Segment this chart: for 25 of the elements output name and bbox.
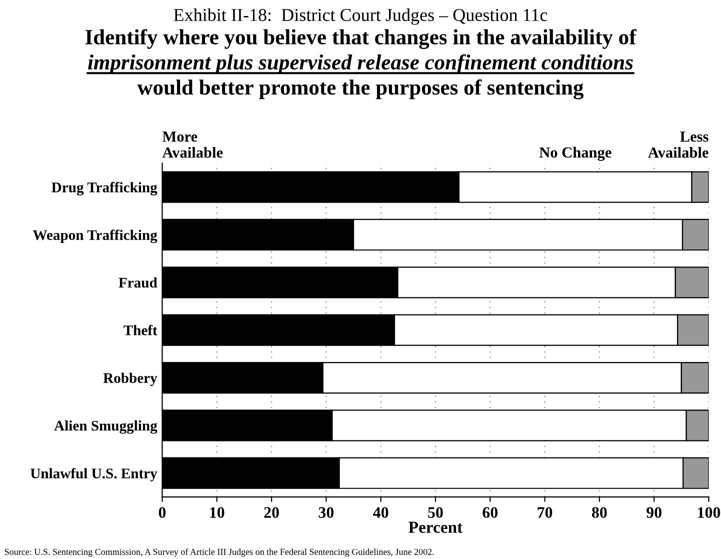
- x-tick-label: 70: [538, 507, 552, 518]
- y-tick-label: Robbery: [103, 372, 158, 386]
- y-tick-label: Weapon Trafficking: [32, 230, 158, 244]
- x-axis-title: Percent: [408, 522, 463, 533]
- x-tick-label: 90: [646, 507, 662, 518]
- series-label: Less Available: [648, 132, 708, 158]
- y-tick-label: Fraud: [118, 277, 158, 288]
- x-tick-label: 100: [698, 507, 720, 518]
- chart-title: Exhibit II-18: District Court Judges – Question 11c: [174, 8, 548, 25]
- source-note: Source: U.S. Sentencing Commission, A Survey of Article III Judges on the Federal Sentencing Guidelines, June 2002.: [4, 548, 434, 557]
- x-tick-label: 40: [373, 507, 388, 518]
- series-label: No Change: [539, 146, 612, 161]
- series-label: More Available: [162, 132, 223, 158]
- x-tick-label: 0: [158, 507, 166, 518]
- x-tick-label: 80: [592, 507, 607, 518]
- y-tick-label: Theft: [124, 324, 158, 336]
- x-tick-label: 10: [210, 507, 224, 518]
- y-tick-label: Unlawful U.S. Entry: [30, 468, 158, 482]
- y-tick-label: Alien Smuggling: [54, 420, 158, 434]
- y-tick-label: Drug Trafficking: [52, 182, 158, 196]
- x-tick-label: 30: [318, 507, 334, 518]
- x-tick-label: 50: [428, 507, 443, 518]
- chart-subtitle: Identify where you believe that changes in the availability of imprisonment plus supervised release confinement conditions would better promote the purposes of sentencing: [85, 29, 636, 100]
- x-tick-label: 20: [264, 507, 279, 518]
- x-tick-label: 60: [482, 507, 498, 518]
